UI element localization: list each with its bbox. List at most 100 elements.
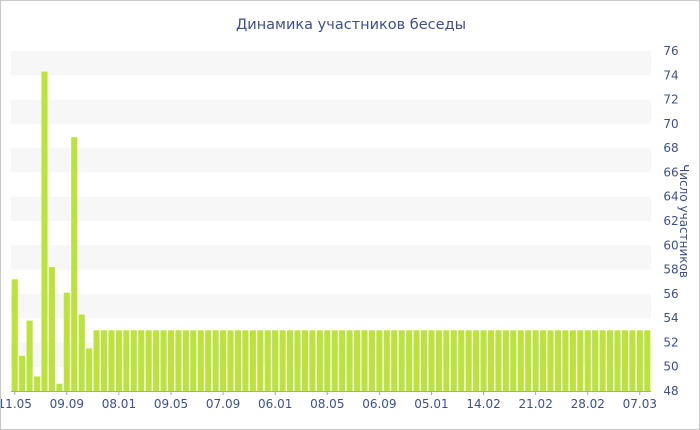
bar: [502, 330, 509, 391]
y-tick-label: 62: [663, 214, 678, 228]
bar: [398, 330, 405, 391]
bar: [71, 137, 78, 391]
bar: [197, 330, 204, 391]
bar: [480, 330, 487, 391]
bar: [406, 330, 413, 391]
bar: [48, 267, 55, 391]
grid-bands: [11, 51, 651, 367]
bar: [465, 330, 472, 391]
bar: [420, 330, 428, 391]
grid-band: [11, 148, 651, 173]
bar: [331, 330, 338, 391]
bar: [19, 355, 26, 391]
bar: [242, 330, 249, 391]
bar: [621, 330, 628, 391]
y-tick-label: 74: [663, 68, 678, 82]
y-tick-label: 48: [663, 384, 678, 398]
y-tick-label: 64: [663, 190, 678, 204]
x-tick-label: 07.03: [623, 397, 657, 411]
chart-title: Динамика участников беседы: [236, 17, 466, 33]
x-tick-label: 11.05: [1, 397, 32, 411]
bar: [376, 330, 383, 391]
bar: [227, 330, 234, 391]
bar: [100, 330, 108, 391]
bar: [383, 330, 390, 391]
bar: [554, 330, 562, 391]
bar: [34, 376, 41, 391]
bar: [510, 330, 517, 391]
bar: [145, 330, 152, 391]
bar: [249, 330, 256, 391]
bar: [175, 330, 182, 391]
bar: [584, 330, 591, 391]
bar: [205, 330, 212, 391]
bar: [264, 330, 271, 391]
y-tick-label: 52: [663, 335, 678, 349]
y-tick-label: 58: [663, 263, 678, 277]
bar: [607, 330, 614, 391]
bar: [324, 330, 331, 391]
bar: [220, 330, 227, 391]
bar: [160, 330, 167, 391]
grid-band: [11, 99, 651, 124]
bar: [592, 330, 599, 391]
bar: [257, 330, 264, 391]
bar: [63, 292, 70, 391]
y-tick-label: 60: [663, 238, 678, 252]
x-tick-label: 21.02: [518, 397, 552, 411]
x-tick-label: 08.01: [102, 397, 136, 411]
y-tick-label: 56: [663, 287, 678, 301]
bar: [599, 330, 606, 391]
bar: [614, 330, 621, 391]
bar: [11, 279, 18, 391]
bar: [443, 330, 450, 391]
bar: [115, 330, 122, 391]
bar: [495, 330, 502, 391]
bar-series: [11, 71, 651, 391]
bar: [153, 330, 160, 391]
bar: [577, 330, 584, 391]
bar: [346, 330, 353, 391]
bar: [309, 330, 316, 391]
x-tick-label: 14.02: [466, 397, 500, 411]
bar: [93, 330, 100, 391]
x-tick-label: 06.01: [258, 397, 292, 411]
bar: [525, 330, 532, 391]
x-tick-label: 09.09: [50, 397, 84, 411]
y-tick-label: 72: [663, 93, 678, 107]
bar: [182, 330, 189, 391]
bar: [167, 330, 175, 391]
bar: [547, 330, 554, 391]
x-tick-label: 08.05: [310, 397, 344, 411]
x-axis-ticks: 11.05 09.09 08.01 09.05 07.09 06.01 08.05 06.09…: [1, 391, 657, 411]
bar: [108, 330, 115, 391]
bar: [56, 383, 63, 391]
bar: [562, 330, 569, 391]
bar: [212, 330, 219, 391]
grid-band: [11, 51, 651, 76]
bar: [629, 330, 636, 391]
bar: [636, 330, 643, 391]
y-axis-label: Число участников: [677, 164, 691, 278]
y-tick-label: 70: [663, 117, 678, 131]
bar: [354, 330, 361, 391]
bar: [644, 330, 651, 391]
y-tick-label: 76: [663, 44, 678, 58]
bar: [26, 320, 33, 391]
y-tick-label: 68: [663, 141, 678, 155]
y-tick-label: 66: [663, 165, 678, 179]
bar: [540, 330, 547, 391]
bar: [234, 330, 242, 391]
bar: [487, 330, 495, 391]
bar: [473, 330, 480, 391]
bar: [78, 314, 85, 391]
bar: [435, 330, 442, 391]
bar: [413, 330, 420, 391]
bar: [391, 330, 398, 391]
bar: [361, 330, 368, 391]
bar: [287, 330, 294, 391]
bar: [279, 330, 286, 391]
bar: [272, 330, 279, 391]
bar: [428, 330, 435, 391]
